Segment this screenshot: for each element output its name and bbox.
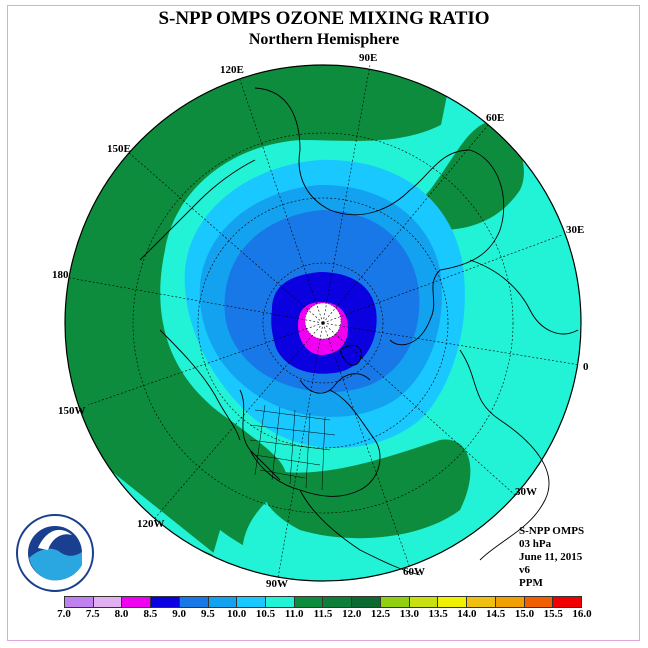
graticule xyxy=(69,64,581,579)
legend-tick-label: 13.5 xyxy=(428,608,448,620)
lon-label-120w: 120W xyxy=(137,518,165,530)
legend-swatch xyxy=(122,597,152,607)
legend-swatch xyxy=(151,597,180,607)
legend-swatch xyxy=(237,597,267,607)
legend-tick-label: 12.0 xyxy=(342,608,362,620)
legend-ticks: 7.0 7.5 8.0 8.5 9.0 9.5 10.0 10.5 11.0 11.5 12.0 12… xyxy=(0,608,648,622)
state-boundaries xyxy=(249,404,336,491)
polar-no-data xyxy=(305,303,341,339)
legend-swatch xyxy=(409,597,439,607)
lon-label-120e: 120E xyxy=(220,64,244,76)
lon-label-180: 180 xyxy=(52,269,69,281)
legend-tick-label: 13.0 xyxy=(399,608,419,620)
legend-tick-label: 14.0 xyxy=(457,608,477,620)
lon-label-0: 0 xyxy=(583,361,589,373)
legend-swatch xyxy=(294,597,324,607)
legend-tick-label: 16.0 xyxy=(572,608,592,620)
lon-label-30w: 30W xyxy=(515,486,537,498)
legend-tick-label: 8.5 xyxy=(143,608,158,620)
map-subtitle: Northern Hemisphere xyxy=(248,31,400,48)
legend-swatch xyxy=(266,597,295,607)
lon-label-90e: 90E xyxy=(359,52,377,64)
legend-tick-label: 8.0 xyxy=(114,608,129,620)
info-block: S-NPP OMPS 03 hPa June 11, 2015 v6 PPM xyxy=(519,525,584,590)
legend-swatch xyxy=(467,597,496,607)
legend-tick-label: 15.0 xyxy=(514,608,535,620)
legend-tick-label: 12.5 xyxy=(370,608,391,620)
lon-label-150w: 150W xyxy=(58,405,86,417)
legend-swatch xyxy=(323,597,353,607)
color-legend xyxy=(64,596,582,608)
lon-label-60w: 60W xyxy=(403,566,425,578)
info-date: June 11, 2015 xyxy=(519,551,583,563)
lon-label-60e: 60E xyxy=(486,112,504,124)
legend-swatch xyxy=(93,597,123,607)
legend-tick-label: 10.0 xyxy=(227,608,247,620)
map-title: S-NPP OMPS OZONE MIXING RATIO xyxy=(158,8,490,29)
legend-tick-label: 9.5 xyxy=(201,608,215,620)
legend-tick-label: 15.5 xyxy=(543,608,563,620)
legend-swatch xyxy=(208,597,238,607)
lon-label-150e: 150E xyxy=(107,143,131,155)
band-11-5-lower xyxy=(261,439,471,539)
legend-swatch xyxy=(352,597,381,607)
agency-logo xyxy=(16,514,94,592)
legend-swatch xyxy=(65,597,94,607)
figure-frame xyxy=(7,5,640,641)
lon-label-30e: 30E xyxy=(566,224,584,236)
lon-label-90w: 90W xyxy=(266,578,288,590)
legend-tick-label: 7.5 xyxy=(85,608,100,620)
legend-tick-label: 9.0 xyxy=(172,608,186,620)
contour-fields xyxy=(65,65,581,581)
info-instrument: S-NPP OMPS xyxy=(519,525,585,537)
map-boundary xyxy=(64,64,582,582)
legend-swatch xyxy=(179,597,209,607)
legend-swatch xyxy=(524,597,554,607)
legend-swatch xyxy=(380,597,410,607)
info-units: PPM xyxy=(519,577,543,589)
info-version: v6 xyxy=(519,564,530,576)
legend-tick-label: 10.5 xyxy=(255,608,276,620)
band-11-5-upper-right xyxy=(421,120,524,230)
coastlines xyxy=(139,87,579,576)
info-level: 03 hPa xyxy=(519,538,552,550)
legend-swatch xyxy=(495,597,525,607)
legend-tick-label: 7.0 xyxy=(57,608,71,620)
legend-tick-label: 14.5 xyxy=(486,608,506,620)
legend-tick-label: 11.0 xyxy=(284,608,304,620)
legend-tick-label: 11.5 xyxy=(313,608,333,620)
legend-swatch xyxy=(438,597,468,607)
legend-swatch xyxy=(553,597,581,607)
